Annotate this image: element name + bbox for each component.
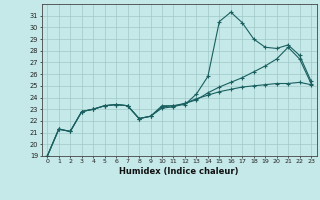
X-axis label: Humidex (Indice chaleur): Humidex (Indice chaleur) <box>119 167 239 176</box>
